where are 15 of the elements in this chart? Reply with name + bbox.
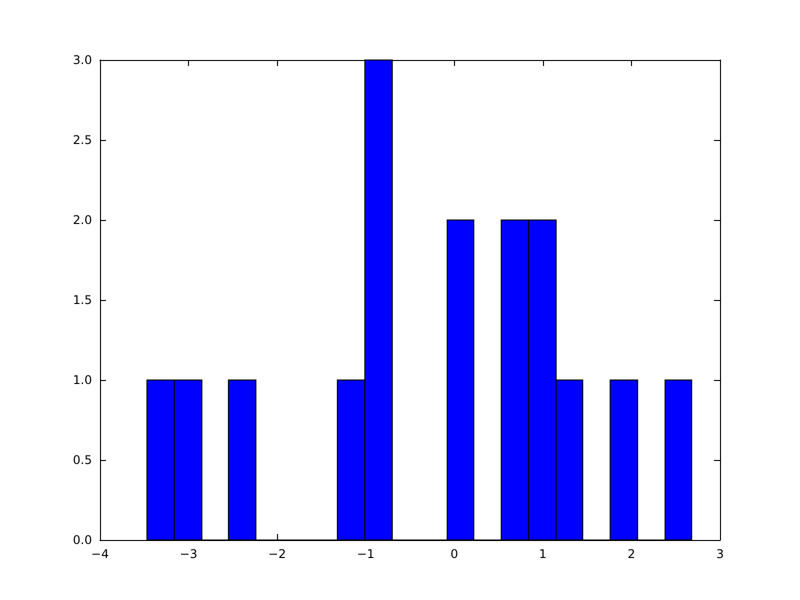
x-tick-label: 2 (628, 547, 636, 561)
x-tick-label: 0 (450, 547, 458, 561)
y-tick-label: 2.0 (72, 213, 92, 227)
x-tick-label: 1 (539, 547, 547, 561)
x-tick-label: −2 (268, 547, 286, 561)
y-tick-label: 0.5 (72, 453, 92, 467)
x-tick-label: −4 (91, 547, 109, 561)
y-tick-label: 1.0 (72, 373, 92, 387)
x-tick-label: −1 (356, 547, 375, 561)
y-tick-label: 2.5 (72, 133, 92, 147)
y-tick-label: 1.5 (72, 293, 92, 307)
y-tick-label: 0.0 (72, 533, 92, 547)
x-tick-label: −3 (180, 547, 198, 561)
x-tick-label: 3 (716, 547, 724, 561)
y-tick-label: 3.0 (72, 53, 92, 67)
